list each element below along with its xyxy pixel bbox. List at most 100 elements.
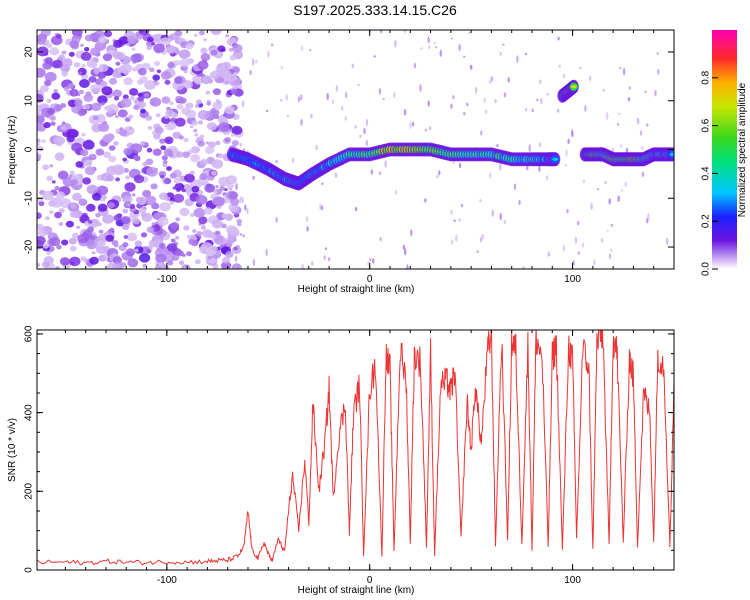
noise-blob	[211, 159, 224, 169]
noise-blob	[69, 203, 77, 209]
faint-streak	[622, 67, 626, 76]
faint-streak	[584, 104, 587, 112]
faint-streak	[402, 244, 406, 251]
faint-streak	[403, 30, 407, 34]
noise-blob	[200, 53, 211, 62]
noise-blob	[53, 89, 58, 93]
noise-blob	[140, 212, 147, 218]
noise-blob	[68, 237, 77, 245]
noise-blob	[178, 135, 184, 140]
faint-streak	[469, 64, 473, 68]
noise-blob	[42, 31, 47, 35]
noise-blob	[75, 161, 84, 168]
noise-blob	[153, 43, 165, 53]
noise-blob	[80, 51, 92, 61]
faint-streak	[600, 238, 604, 243]
faint-streak	[271, 43, 274, 47]
faint-streak	[393, 92, 396, 99]
noise-blob	[97, 203, 108, 212]
faint-streak	[363, 127, 366, 135]
noise-blob	[140, 232, 148, 238]
noise-blob	[155, 253, 167, 263]
noise-blob	[46, 43, 53, 48]
faint-streak	[646, 123, 649, 127]
faint-streak	[494, 98, 497, 104]
faint-streak	[403, 108, 407, 116]
noise-blob	[106, 262, 116, 269]
noise-blob	[101, 101, 106, 105]
noise-blob	[170, 222, 180, 230]
faint-streak	[463, 55, 466, 58]
noise-blob	[127, 35, 138, 44]
faint-streak	[608, 198, 611, 205]
faint-streak	[476, 250, 479, 254]
noise-blob	[174, 76, 183, 84]
faint-streak	[499, 212, 502, 221]
noise-blob	[164, 115, 169, 119]
faint-streak	[410, 229, 413, 237]
noise-blob	[144, 195, 157, 206]
noise-blob	[42, 190, 54, 201]
noise-blob	[37, 235, 46, 245]
noise-blob	[115, 61, 121, 66]
faint-streak	[458, 218, 461, 222]
faint-streak	[451, 239, 454, 245]
faint-streak	[411, 122, 415, 127]
noise-blob	[179, 58, 190, 68]
faint-streak	[513, 183, 517, 190]
noise-blob	[225, 240, 233, 247]
noise-blob	[122, 242, 129, 248]
noise-blob	[42, 243, 49, 249]
faint-streak	[582, 179, 585, 184]
noise-blob	[126, 43, 130, 47]
noise-blob	[88, 76, 97, 83]
faint-streak	[450, 36, 454, 40]
spectrogram-x-label: Height of straight line (km)	[298, 284, 415, 295]
noise-blob	[166, 166, 172, 171]
noise-blob	[99, 80, 108, 88]
noise-blob	[224, 105, 235, 115]
faint-streak	[380, 30, 383, 34]
noise-blob	[49, 210, 54, 215]
x-tick-label: 100	[564, 274, 581, 285]
faint-streak	[458, 162, 462, 169]
noise-blob	[132, 218, 141, 225]
noise-blob	[82, 177, 91, 185]
colorbar-label: Normalized spectral amplitude	[737, 82, 748, 217]
noise-blob	[86, 203, 96, 212]
noise-blob	[113, 39, 123, 48]
faint-streak	[499, 51, 502, 56]
noise-blob	[79, 79, 90, 88]
noise-blob	[56, 137, 66, 145]
noise-blob	[179, 97, 187, 104]
faint-streak	[596, 188, 600, 191]
faint-streak	[616, 123, 620, 126]
noise-blob	[123, 147, 133, 156]
noise-blob	[171, 254, 180, 261]
noise-blob	[81, 64, 86, 68]
faint-streak	[539, 79, 542, 84]
noise-blob	[100, 197, 106, 202]
noise-blob	[131, 47, 136, 51]
noise-blob	[55, 191, 66, 200]
noise-blob	[146, 167, 158, 177]
faint-streak	[571, 130, 574, 138]
noise-blob	[46, 175, 53, 181]
noise-blob	[199, 134, 205, 139]
noise-blob	[80, 256, 87, 262]
noise-blob	[164, 79, 171, 85]
noise-blob	[233, 246, 238, 251]
noise-blob	[133, 155, 138, 159]
faint-streak	[310, 114, 313, 119]
noise-blob	[49, 47, 60, 56]
noise-blob	[81, 132, 86, 137]
noise-blob	[71, 142, 83, 152]
faint-streak	[453, 219, 456, 223]
noise-blob	[96, 185, 109, 196]
noise-blob	[194, 104, 200, 108]
noise-blob	[49, 237, 61, 247]
noise-blob	[133, 174, 145, 184]
faint-streak	[641, 171, 645, 178]
noise-blob	[163, 253, 175, 263]
y-tick-label: 200	[24, 483, 35, 500]
